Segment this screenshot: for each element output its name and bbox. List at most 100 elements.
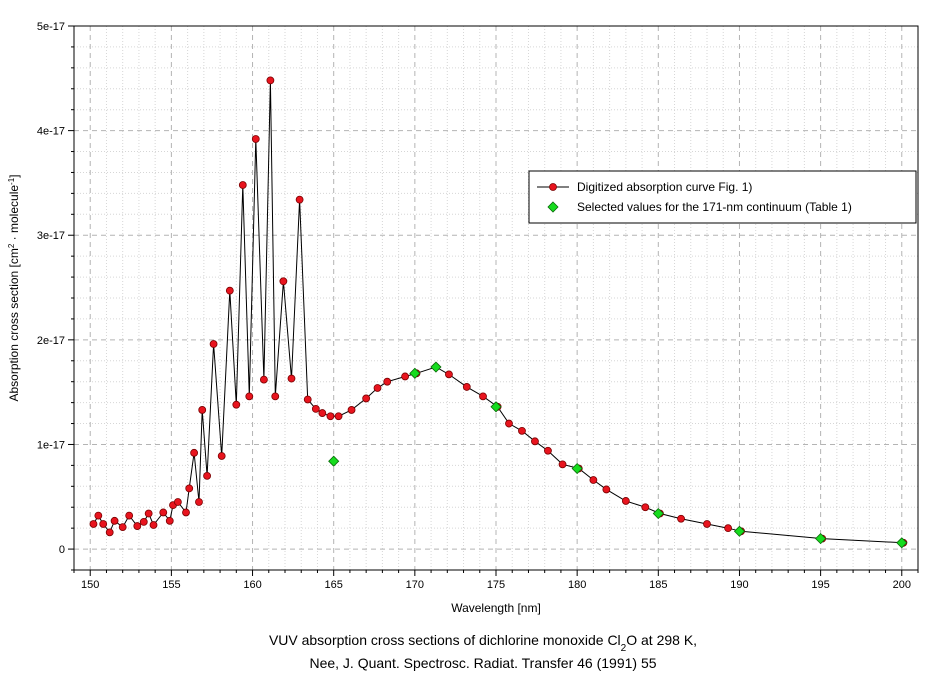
data-point-digitized: [185, 484, 194, 493]
data-point-selected: [328, 455, 340, 467]
data-point-digitized: [89, 520, 98, 528]
data-point-digitized: [225, 286, 234, 295]
data-point-digitized: [209, 340, 218, 348]
data-point-selected: [571, 462, 583, 475]
data-point-digitized: [383, 377, 392, 386]
legend-label-series-1: Selected values for the 171-nm continuum…: [577, 200, 852, 214]
data-point-digitized: [462, 383, 471, 391]
data-point-digitized: [259, 375, 268, 384]
data-point-digitized: [198, 406, 207, 414]
y-axis-title-middle: · molecule: [7, 185, 21, 244]
caption-line-1-before: VUV absorption cross sections of dichlor…: [269, 632, 621, 648]
data-point-digitized: [149, 521, 158, 529]
data-point-digitized: [401, 372, 410, 381]
y-axis-title-sup2: -1: [7, 177, 16, 185]
data-point-digitized: [445, 370, 453, 379]
data-point-digitized: [144, 509, 153, 518]
data-point-digitized: [159, 508, 168, 517]
data-point-digitized: [266, 76, 275, 85]
data-point-digitized: [326, 412, 335, 421]
y-tick-label: 1e-17: [37, 439, 65, 451]
data-point-digitized: [334, 412, 343, 421]
data-point-digitized: [203, 471, 211, 480]
data-point-digitized: [589, 476, 598, 484]
data-point-digitized: [641, 503, 650, 512]
y-tick-label: 3e-17: [37, 230, 65, 242]
data-point-digitized: [531, 437, 539, 446]
data-point-digitized: [271, 392, 280, 401]
y-axis-title-suffix: ]: [7, 174, 21, 177]
data-point-digitized: [279, 277, 288, 286]
data-point-digitized: [505, 419, 513, 428]
axis-ticks: 150 155 160 165 170 175 180 185 190 195 200 0 1e-17 2…: [37, 21, 919, 591]
data-point-digitized: [558, 460, 567, 469]
data-point-digitized: [110, 516, 119, 525]
data-point-digitized: [105, 528, 114, 537]
data-point-digitized: [347, 406, 356, 414]
data-point-digitized: [621, 497, 630, 505]
y-tick-label: 5e-17: [37, 21, 65, 33]
x-tick-label: 150: [81, 579, 99, 591]
data-point-digitized: [217, 452, 226, 460]
legend-marker-series-1: [547, 201, 559, 213]
data-point-digitized: [251, 135, 260, 143]
data-point-selected: [652, 507, 664, 520]
y-tick-label: 2e-17: [37, 335, 65, 347]
x-tick-label: 165: [325, 579, 343, 591]
legend: Digitized absorption curve Fig. 1) Selec…: [528, 170, 917, 224]
y-axis-title-sup1: 2: [7, 243, 16, 248]
caption-line-1-sub: 2: [621, 643, 627, 654]
y-tick-label: 0: [59, 544, 65, 556]
data-point-selected: [430, 361, 442, 373]
data-point-digitized: [94, 511, 103, 520]
data-point-digitized: [238, 181, 247, 189]
data-point-selected: [733, 525, 746, 537]
x-tick-label: 190: [730, 579, 748, 591]
series-line-digitized: [93, 80, 904, 544]
data-point-digitized: [118, 523, 127, 532]
data-point-digitized: [373, 384, 382, 392]
data-point-digitized: [173, 498, 182, 506]
data-point-digitized: [677, 514, 685, 523]
data-point-digitized: [190, 448, 199, 457]
x-tick-label: 185: [649, 579, 667, 591]
y-tick-label: 4e-17: [37, 126, 65, 138]
legend-marker-series-0: [549, 183, 557, 191]
data-point-digitized: [287, 374, 296, 383]
series-layer: [89, 76, 908, 549]
y-axis-title: Absorption cross section [cm2 · molecule…: [7, 174, 22, 401]
caption-line-2: Nee, J. Quant. Spectrosc. Radiat. Transf…: [309, 655, 656, 671]
legend-box: [528, 170, 917, 224]
x-tick-label: 160: [243, 579, 261, 591]
data-point-digitized: [195, 498, 203, 506]
data-point-digitized: [139, 517, 148, 526]
caption-line-1: VUV absorption cross sections of dichlor…: [269, 632, 697, 654]
data-point-digitized: [133, 522, 142, 530]
data-point-digitized: [362, 394, 371, 403]
x-tick-label: 175: [487, 579, 505, 591]
data-point-selected: [896, 537, 908, 549]
data-point-selected: [490, 401, 502, 413]
data-point-selected: [409, 367, 421, 379]
data-point-digitized: [125, 511, 134, 520]
x-tick-label: 155: [162, 579, 180, 591]
data-point-digitized: [544, 446, 552, 455]
data-point-digitized: [303, 395, 312, 404]
x-tick-label: 195: [811, 579, 829, 591]
data-point-digitized: [311, 404, 320, 413]
data-point-digitized: [724, 524, 732, 533]
data-point-digitized: [182, 508, 190, 517]
x-tick-label: 200: [893, 579, 911, 591]
caption-line-1-after: O at 298 K,: [626, 632, 697, 648]
data-point-digitized: [232, 400, 241, 409]
data-point-digitized: [479, 392, 487, 401]
data-point-digitized: [99, 520, 108, 528]
data-point-selected: [815, 533, 827, 545]
data-point-digitized: [165, 516, 174, 525]
data-point-digitized: [518, 426, 526, 435]
x-tick-label: 180: [568, 579, 586, 591]
data-point-digitized: [318, 409, 327, 417]
x-tick-label: 170: [406, 579, 424, 591]
data-point-digitized: [703, 520, 711, 528]
